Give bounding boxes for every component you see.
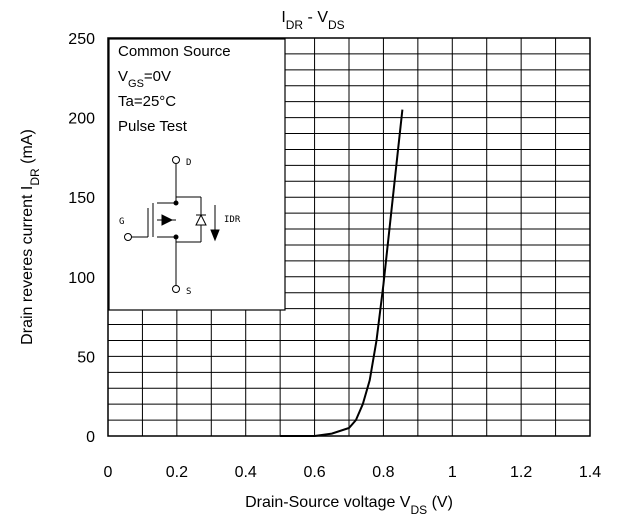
drain-label: D: [186, 158, 191, 168]
conditions-box: Common Source VGS=0V Ta=25°C Pulse Test: [108, 38, 286, 311]
x-tick-label: 0: [104, 464, 113, 481]
mosfet-circuit-icon: [124, 156, 220, 293]
y-tick-label: 0: [86, 429, 95, 446]
series-line: [280, 109, 404, 437]
x-tick-label: 1: [448, 464, 457, 481]
y-tick-label: 150: [68, 190, 95, 207]
source-label: S: [186, 287, 191, 297]
condition-line: Common Source: [118, 43, 231, 60]
y-axis-label: Drain reveres current IDR (mA): [19, 129, 42, 345]
gate-label: G: [119, 217, 124, 227]
x-tick-label: 1.4: [579, 464, 601, 481]
y-tick-label: 100: [68, 270, 95, 287]
x-tick-label: 0.8: [372, 464, 394, 481]
plot-frame: [107, 37, 591, 437]
x-axis: 0 0.2 0.4 0.6 0.8 1 1.2 1.4: [104, 464, 602, 481]
condition-line: Pulse Test: [118, 118, 188, 135]
current-label: IDR: [224, 215, 241, 225]
x-tick-label: 1.2: [510, 464, 532, 481]
condition-line: VGS=0V: [118, 68, 171, 90]
y-tick-label: 250: [68, 31, 95, 48]
grid: [108, 38, 590, 436]
x-axis-label: Drain-Source voltage VDS (V): [245, 494, 453, 517]
y-tick-label: 200: [68, 111, 95, 128]
y-axis: 0 50 100 150 200 250: [68, 31, 95, 446]
y-tick-label: 50: [77, 349, 95, 366]
conditions-box-frame: [108, 38, 286, 311]
condition-line: Ta=25°C: [118, 93, 176, 110]
x-tick-label: 0.2: [166, 464, 188, 481]
x-tick-label: 0.4: [235, 464, 257, 481]
chart-title: IDR - VDS: [281, 9, 344, 32]
x-tick-label: 0.6: [303, 464, 325, 481]
